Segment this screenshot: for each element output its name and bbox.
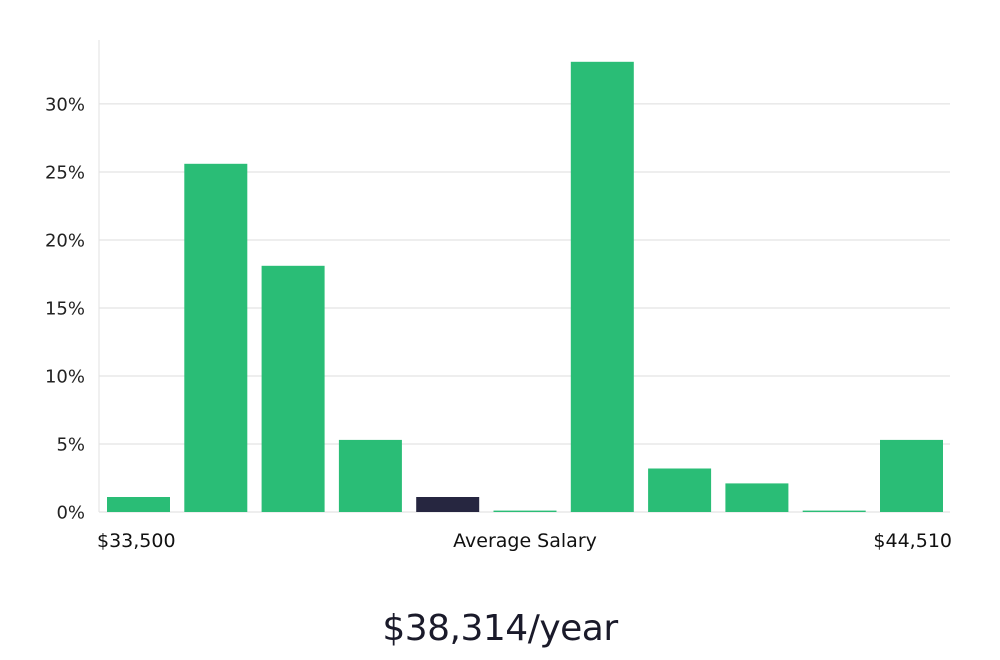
x-axis-title: Average Salary (453, 530, 597, 552)
bar (184, 163, 248, 513)
bar-highlighted (416, 497, 480, 512)
bar (802, 510, 866, 512)
bar (570, 61, 634, 513)
bars (107, 61, 943, 513)
x-label-min: $33,500 (97, 530, 176, 552)
y-tick-label: 15% (45, 298, 85, 319)
bar (648, 468, 712, 512)
bar (338, 439, 402, 512)
bar (261, 265, 325, 512)
bar (725, 483, 789, 512)
x-label-max: $44,510 (873, 530, 952, 552)
salary-distribution-chart: 0% 5% 10% 15% 20% 25% 30% $33,500 Average Sala… (45, 40, 952, 552)
y-tick-label: 30% (45, 94, 85, 115)
y-tick-label: 10% (45, 366, 85, 387)
bar (880, 439, 943, 512)
y-tick-label: 5% (56, 434, 85, 455)
bar (107, 497, 170, 512)
y-axis-ticks: 0% 5% 10% 15% 20% 25% 30% (45, 94, 85, 523)
y-tick-label: 25% (45, 162, 85, 183)
y-tick-label: 20% (45, 230, 85, 251)
y-tick-label: 0% (56, 503, 85, 524)
average-salary-value: $38,314/year (382, 608, 618, 649)
bar (493, 510, 557, 512)
